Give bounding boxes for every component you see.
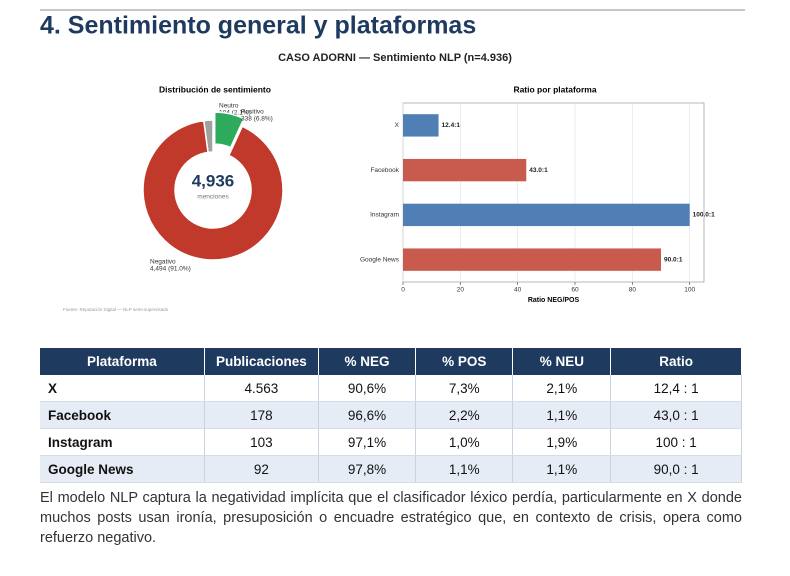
bar	[403, 203, 690, 227]
table-cell: 43,0 : 1	[610, 401, 742, 429]
y-tick-label: Google News	[360, 256, 400, 263]
header-cell: % NEG	[318, 348, 417, 375]
header-cell: Ratio	[610, 348, 742, 375]
center-sublabel: menciones	[197, 194, 229, 201]
header-cell: % POS	[415, 348, 514, 375]
table-cell: 2,2%	[415, 401, 514, 429]
table-row: Google News 92 97,8% 1,1% 1,1% 90,0 : 1	[40, 455, 742, 483]
center-label: 4,936	[192, 171, 235, 190]
paragraph: El modelo NLP captura la negatividad imp…	[40, 490, 742, 546]
table-cell: 4.563	[204, 375, 319, 402]
slice-label: Neutro	[219, 103, 239, 110]
table-row: Instagram 103 97,1% 1,0% 1,9% 100 : 1	[40, 428, 742, 456]
bar-value-label: 90.0:1	[664, 256, 683, 263]
bar	[403, 114, 439, 137]
table-row: Facebook 178 96,6% 2,2% 1,1% 43,0 : 1	[40, 401, 742, 429]
chart-title: Distribución de sentimiento	[159, 84, 271, 94]
figure: 4. Sentimiento general y plataformas CAS…	[40, 9, 745, 312]
table-cell: 90,6%	[318, 375, 417, 402]
x-tick-label: 0	[401, 287, 405, 294]
table-cell: 7,3%	[415, 375, 514, 402]
bar	[403, 158, 527, 182]
table-cell: 103	[204, 428, 319, 456]
bar-value-label: 12.4:1	[442, 122, 461, 129]
x-tick-label: 100	[684, 287, 695, 294]
pie-slice	[142, 119, 284, 261]
table-cell: 97,1%	[318, 428, 417, 456]
x-tick-label: 20	[457, 287, 465, 294]
pie-slice	[213, 111, 245, 149]
figure-title: CASO ADORNI — Sentimiento NLP (n=4.936)	[278, 52, 512, 64]
slice-label: Negativo	[150, 259, 176, 266]
slice-label: Positivo	[241, 109, 264, 116]
table-cell: 12,4 : 1	[610, 375, 742, 402]
page-title: 4. Sentimiento general y plataformas	[40, 12, 476, 40]
x-axis-label: Ratio NEG/POS	[528, 297, 580, 304]
x-tick-label: 40	[514, 287, 522, 294]
slice-value-label: 338 (6.8%)	[241, 116, 273, 123]
y-tick-label: Instagram	[370, 212, 399, 219]
table-header: Plataforma Publicaciones% NEG% POS% NEU Ra…	[40, 348, 742, 375]
table-cell: 97,8%	[318, 455, 417, 483]
table-cell: 90,0 : 1	[610, 455, 742, 483]
table-cell: 178	[204, 401, 319, 429]
table-cell: 1,1%	[415, 455, 514, 483]
table-cell: Google News	[40, 455, 205, 483]
table-cell: Instagram	[40, 428, 205, 456]
y-tick-label: Facebook	[370, 167, 399, 174]
slice-value-label: 104 (2.1%)	[219, 110, 251, 117]
source-note: Fuente: Reputación Digital — NLP semi-su…	[63, 307, 169, 312]
table-cell: 1,9%	[512, 428, 612, 456]
header-cell: Publicaciones	[204, 348, 319, 375]
table-row: X 4.563 90,6% 7,3% 2,1% 12,4 : 1	[40, 375, 742, 402]
x-tick-label: 80	[629, 287, 637, 294]
bar-value-label: 43.0:1	[529, 167, 548, 174]
table-cell: 1,0%	[415, 428, 514, 456]
chart-title: Ratio por plataforma	[513, 84, 596, 94]
header-cell: % NEU	[512, 348, 612, 375]
x-tick-label: 60	[571, 287, 579, 294]
table-cell: Facebook	[40, 401, 205, 429]
table-cell: X	[40, 375, 205, 402]
table-cell: 1,1%	[512, 401, 612, 429]
slice-value-label: 4,494 (91.0%)	[150, 266, 191, 273]
bar-value-label: 100.0:1	[693, 212, 715, 219]
table-cell: 2,1%	[512, 375, 612, 402]
table-cell: 96,6%	[318, 401, 417, 429]
table-cell: 100 : 1	[610, 428, 742, 456]
bar	[403, 248, 661, 271]
table-cell: 1,1%	[512, 455, 612, 483]
table-cell: 92	[204, 455, 319, 483]
y-tick-label: X	[395, 122, 400, 129]
header-cell: Plataforma	[40, 348, 205, 375]
platform-table: Plataforma Publicaciones% NEG% POS% NEU Ra…	[40, 348, 742, 483]
